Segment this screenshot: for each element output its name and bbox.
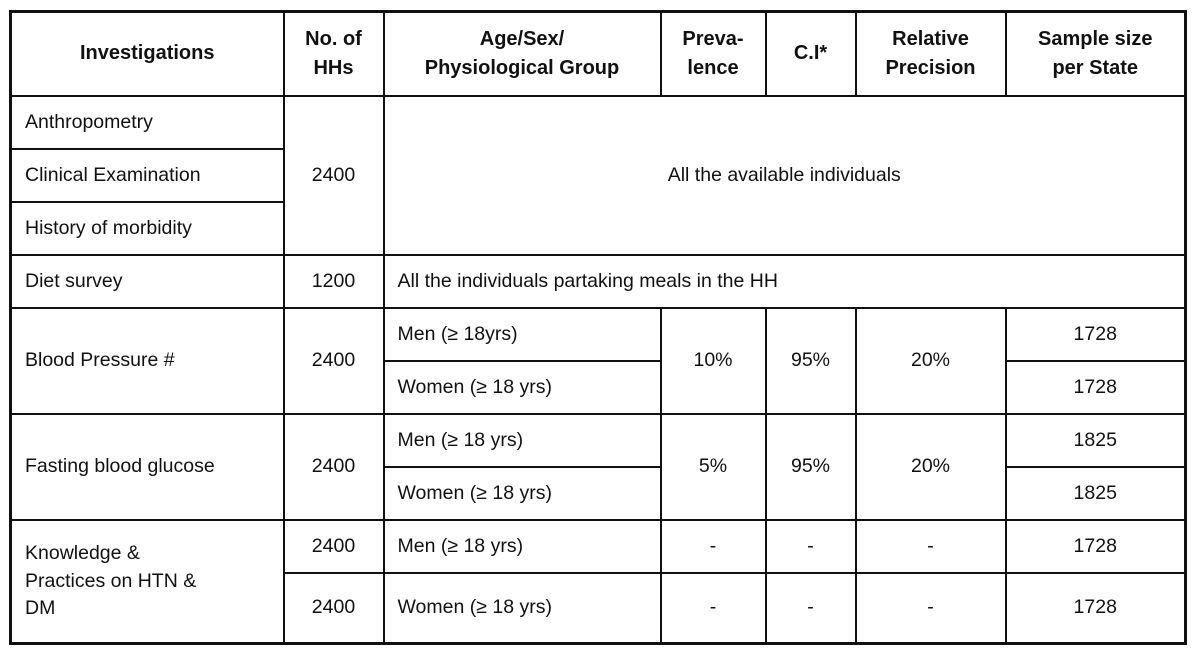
cell-fg-hhs: 2400 — [282, 412, 385, 521]
cell-knowledge-men-label: Men (≥ 18 yrs) — [382, 518, 662, 574]
cell-fg-relative-precision: 20% — [854, 412, 1007, 521]
cell-knowledge-women-sample: 1728 — [1004, 571, 1187, 645]
cell-knowledge-men-sample: 1728 — [1004, 518, 1187, 574]
header-investigations: Investigations — [9, 10, 285, 97]
cell-knowledge-women-precision-dash: - — [854, 571, 1007, 645]
cell-bp-women-label: Women (≥ 18 yrs) — [382, 359, 662, 415]
row-anthropometry: Anthropometry 2400 All the available ind… — [9, 94, 1187, 256]
cell-fg-men-sample: 1825 — [1004, 412, 1187, 468]
cell-knowledge-women-label: Women (≥ 18 yrs) — [382, 571, 662, 645]
header-row: Investigations No. of HHs Age/Sex/ Physi… — [9, 10, 1187, 97]
row-knowledge-women: 2400 Women (≥ 18 yrs) - - - 1728 — [11, 571, 1187, 645]
cell-fg-prevalence: 5% — [659, 412, 767, 521]
header-ci: C.I* — [764, 10, 857, 97]
row-blood-pressure-men: Blood Pressure # 2400 Men (≥ 18yrs) 10% … — [9, 306, 1187, 415]
cell-bp-relative-precision: 20% — [854, 306, 1007, 415]
cell-fg-women-label: Women (≥ 18 yrs) — [382, 465, 662, 521]
cell-bp-men-label: Men (≥ 18yrs) — [382, 306, 662, 362]
cell-knowledge-practices: Knowledge & Practices on HTN & DM — [9, 518, 285, 645]
cell-fg-ci: 95% — [764, 412, 857, 521]
cell-anthropometry: Anthropometry — [9, 94, 285, 150]
cell-knowledge-women-ci-dash: - — [764, 571, 857, 645]
cell-bp-ci: 95% — [764, 306, 857, 415]
cell-diet-note: All the individuals partaking meals in t… — [382, 253, 1187, 309]
cell-fasting-glucose: Fasting blood glucose — [9, 412, 285, 521]
cell-diet-survey: Diet survey — [9, 253, 285, 309]
cell-knowledge-men-ci-dash: - — [764, 518, 857, 574]
cell-bp-men-sample: 1728 — [1004, 306, 1187, 362]
header-sample-size: Sample size per State — [1004, 10, 1187, 97]
cell-knowledge-men-prevalence-dash: - — [659, 518, 767, 574]
cell-diet-hhs: 1200 — [282, 253, 385, 309]
cell-general-note: All the available individuals — [382, 94, 1187, 256]
cell-knowledge-women-prevalence-dash: - — [659, 571, 767, 645]
row-diet-survey: Diet survey 1200 All the individuals par… — [9, 253, 1187, 309]
row-clinical-examination: Clinical Examination — [9, 147, 1186, 203]
cell-knowledge-women-hhs: 2400 — [282, 571, 385, 645]
header-no-of-hhs: No. of HHs — [282, 10, 385, 97]
row-knowledge-men: Knowledge & Practices on HTN & DM 2400 M… — [9, 518, 1187, 645]
row-history-of-morbidity: History of morbidity — [9, 200, 1186, 256]
header-relative-precision: Relative Precision — [854, 10, 1007, 97]
cell-general-hhs: 2400 — [282, 94, 385, 256]
cell-blood-pressure: Blood Pressure # — [9, 306, 285, 415]
cell-fg-women-sample: 1825 — [1004, 465, 1187, 521]
cell-knowledge-men-hhs: 2400 — [282, 518, 385, 574]
cell-knowledge-men-precision-dash: - — [854, 518, 1007, 574]
cell-fg-men-label: Men (≥ 18 yrs) — [382, 412, 662, 468]
cell-clinical-examination: Clinical Examination — [9, 147, 285, 203]
cell-history-of-morbidity: History of morbidity — [9, 200, 285, 256]
header-prevalence: Preva- lence — [659, 10, 767, 97]
header-age-sex-group: Age/Sex/ Physiological Group — [382, 10, 662, 97]
row-fasting-glucose-women: Women (≥ 18 yrs) 1825 — [11, 465, 1187, 521]
cell-bp-hhs: 2400 — [282, 306, 385, 415]
cell-bp-prevalence: 10% — [659, 306, 767, 415]
row-fasting-glucose-men: Fasting blood glucose 2400 Men (≥ 18 yrs… — [9, 412, 1187, 521]
sampling-design-table: Investigations No. of HHs Age/Sex/ Physi… — [9, 10, 1187, 645]
row-blood-pressure-women: Women (≥ 18 yrs) 1728 — [11, 359, 1187, 415]
cell-bp-women-sample: 1728 — [1004, 359, 1187, 415]
